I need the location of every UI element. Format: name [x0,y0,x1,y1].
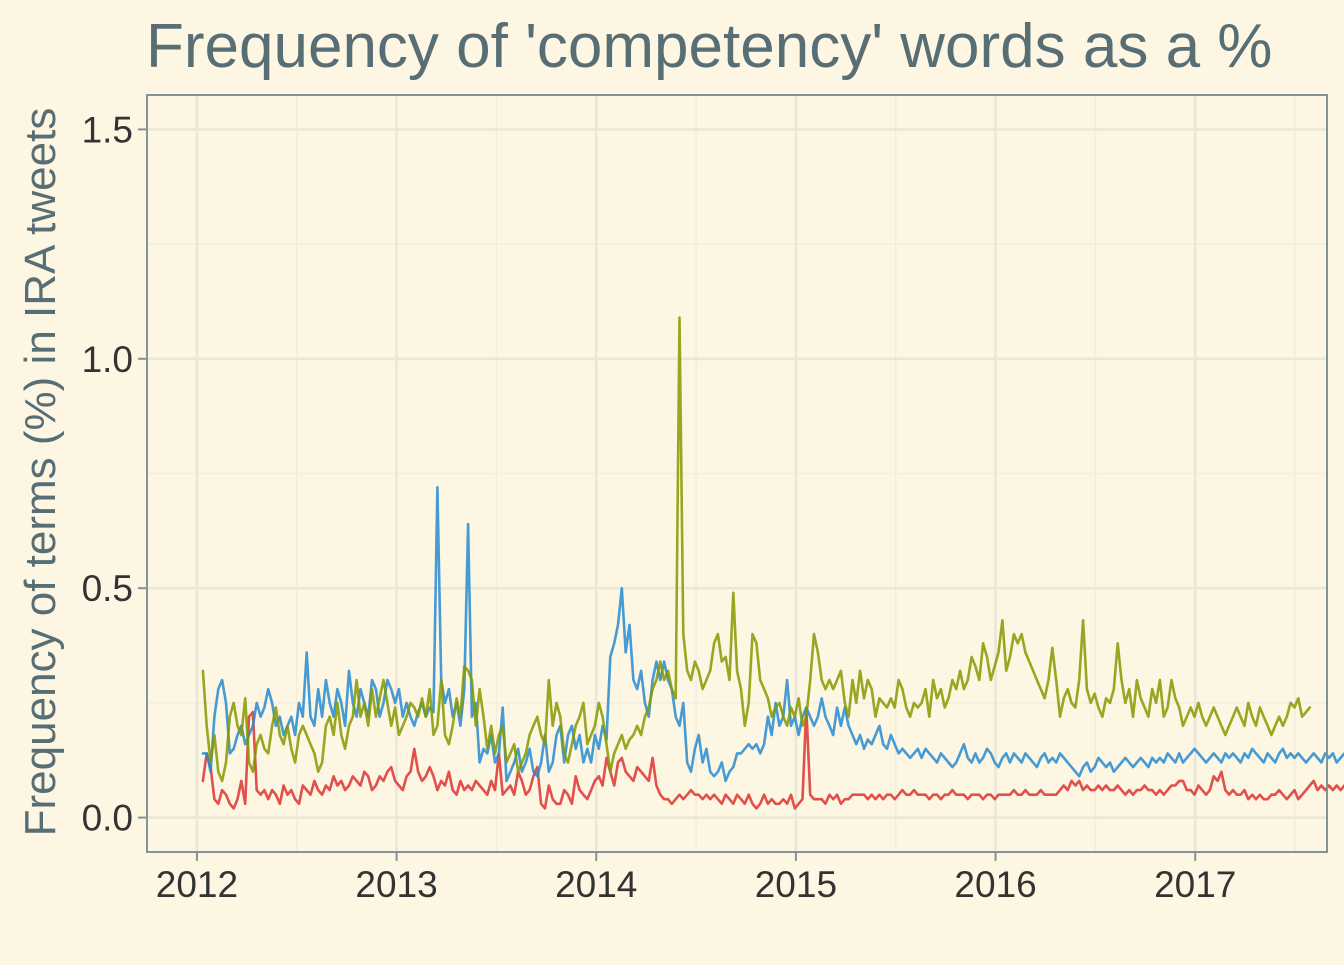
y-tick-label: 0.0 [82,798,133,839]
x-tick-label: 2017 [1154,864,1236,905]
grid-minor [147,95,1327,852]
x-tick-label: 2014 [555,864,637,905]
x-tick-label: 2015 [755,864,837,905]
series-line-1 [201,706,1344,810]
y-axis: 0.0 0.5 1.0 1.5 [82,109,147,839]
chart-title: Frequency of 'competency' words as a % [146,12,1272,81]
series-line-2 [201,485,1344,783]
y-axis-title: Frequency of terms (%) in IRA tweets [16,108,65,837]
x-tick-label: 2012 [156,864,238,905]
panel-border [146,94,1328,853]
series-line-3 [201,316,1312,783]
y-tick-label: 0.5 [82,568,133,609]
series-group [201,316,1344,810]
y-tick-label: 1.5 [82,109,133,150]
x-axis: 2012 2013 2014 2015 2016 2017 [156,852,1236,905]
x-tick-label: 2016 [954,864,1036,905]
y-tick-label: 1.0 [82,339,133,380]
x-tick-label: 2013 [355,864,437,905]
